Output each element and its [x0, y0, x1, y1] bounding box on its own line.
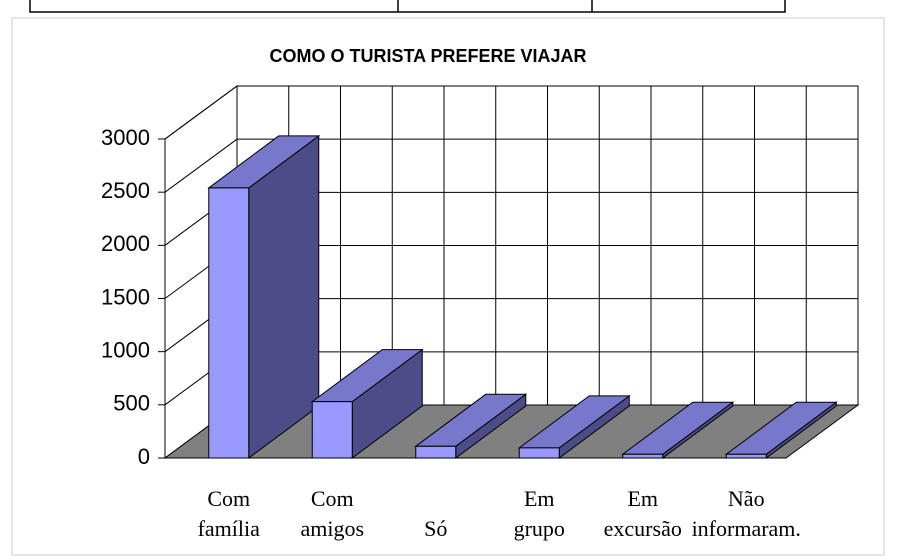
bar [208, 187, 250, 459]
x-tick-label: Com amigos [300, 486, 365, 541]
x-tick-label: Só [424, 516, 448, 541]
y-tick-label: 500 [113, 391, 150, 416]
bar [518, 447, 560, 459]
bar [725, 453, 767, 459]
y-tick-label: 0 [138, 444, 150, 469]
x-tick-label: Em grupo [513, 486, 565, 541]
y-tick-label: 1000 [101, 337, 150, 362]
grid-line [164, 85, 238, 140]
bar [311, 401, 353, 459]
bar-side [248, 134, 320, 459]
x-tick-label: Não informaram. [691, 486, 801, 541]
grid-line [164, 138, 238, 193]
bar [622, 453, 664, 459]
x-tick-label: Em excursão [603, 486, 682, 541]
chart-frame [11, 17, 885, 556]
y-tick-label: 2500 [101, 178, 150, 203]
y-tick-label: 3000 [101, 125, 150, 150]
bar [415, 445, 457, 459]
x-tick-label: Com família [197, 486, 260, 541]
top-strip [29, 0, 786, 13]
y-tick-label: 2000 [101, 231, 150, 256]
y-tick-label: 1500 [101, 284, 150, 309]
chart-title: COMO O TURISTA PREFERE VIAJAR [269, 46, 586, 66]
